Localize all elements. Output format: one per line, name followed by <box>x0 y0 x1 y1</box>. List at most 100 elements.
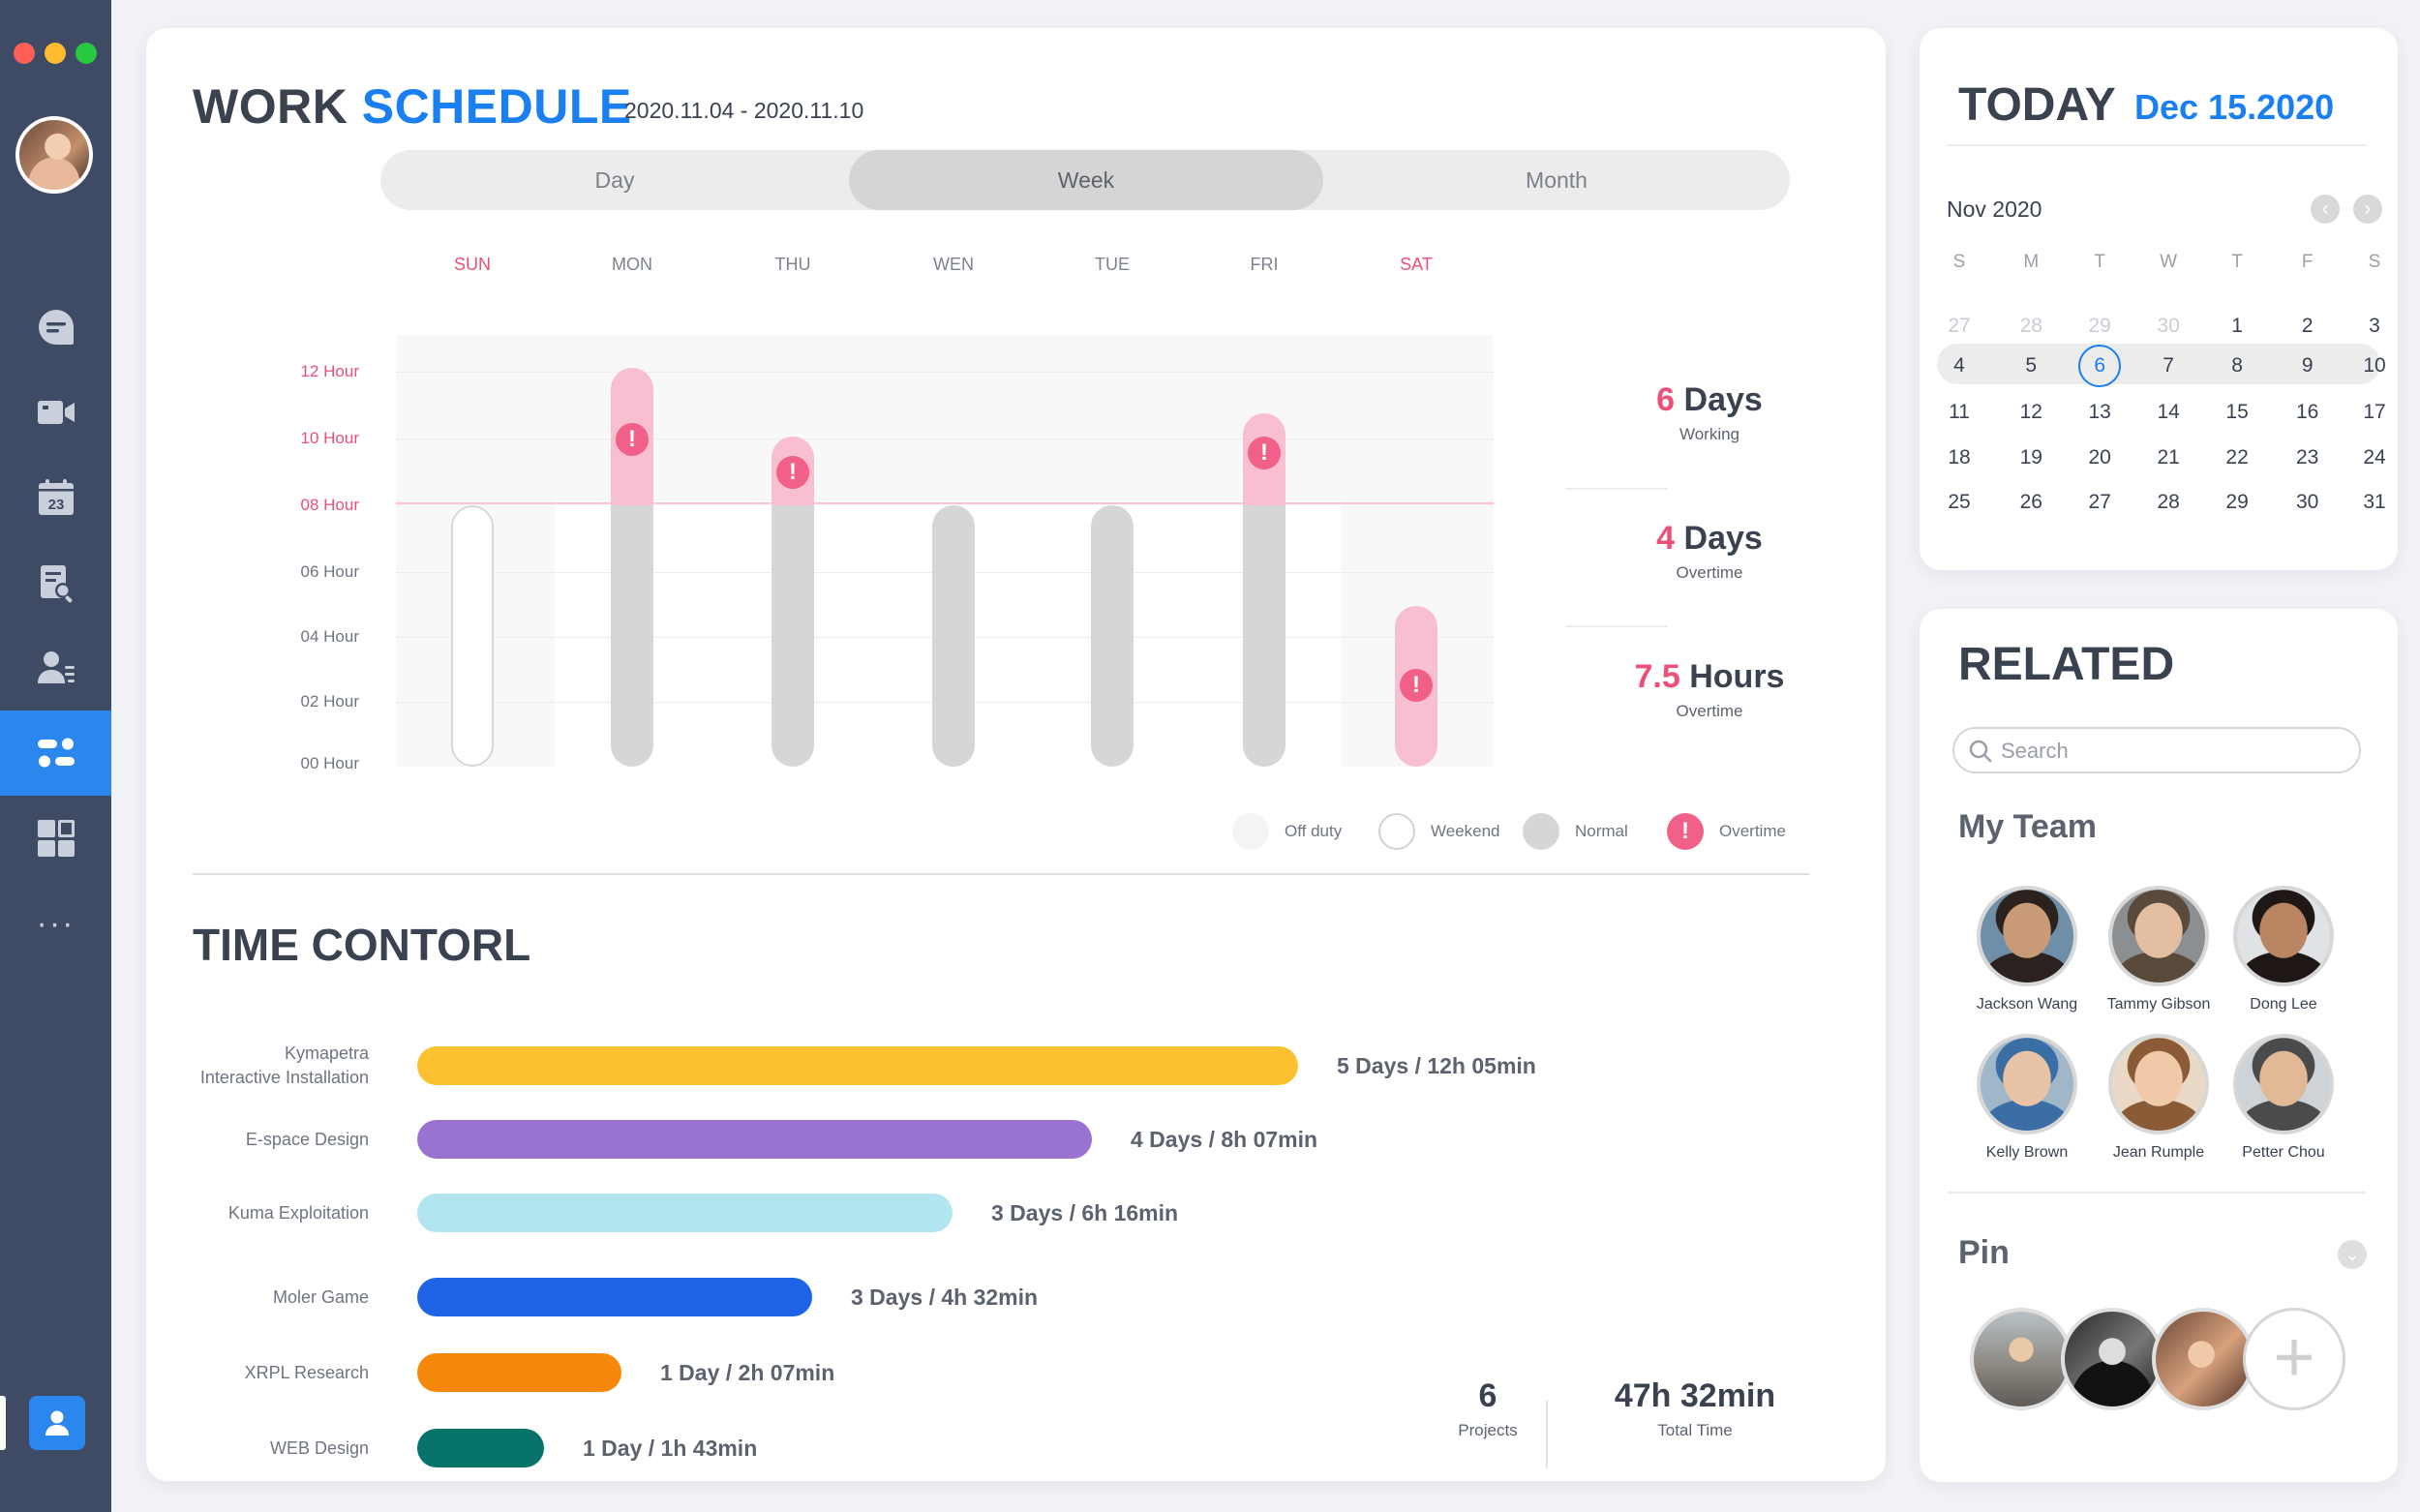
tab-week[interactable]: Week <box>849 150 1323 210</box>
legend-off-duty: Off duty <box>1232 812 1342 851</box>
nav-schedule[interactable] <box>0 711 111 796</box>
project-name: Kymapetra Interactive Installation <box>185 1042 369 1090</box>
calendar-day[interactable]: 23 <box>2296 446 2319 469</box>
today-date: Dec 15.2020 <box>2134 87 2335 127</box>
team-member[interactable]: Kelly Brown <box>1959 1034 2095 1162</box>
weekday-label: M <box>2023 252 2040 272</box>
project-hours: 12h 05min <box>1427 1053 1536 1078</box>
calendar-day[interactable]: 9 <box>2301 354 2314 377</box>
nav-more[interactable]: ··· <box>0 881 111 966</box>
calendar-day[interactable]: 25 <box>1948 491 1971 513</box>
bar-thu[interactable] <box>771 436 814 767</box>
calendar-day[interactable]: 21 <box>2157 446 2180 469</box>
pinned-avatar[interactable] <box>1970 1308 2072 1410</box>
today-title: TODAY <box>1958 79 2116 131</box>
calendar-day[interactable]: 10 <box>2363 354 2386 377</box>
overtime-warning-icon[interactable]: ! <box>1400 668 1433 702</box>
calendar-day[interactable]: 28 <box>2157 491 2180 513</box>
member-avatar <box>2108 886 2209 986</box>
calendar-day[interactable]: 28 <box>2019 315 2042 337</box>
legend-overtime: ! Overtime <box>1667 812 1786 851</box>
member-avatar <box>1977 1034 2077 1134</box>
team-member[interactable]: Petter Chou <box>2216 1034 2351 1162</box>
member-name: Petter Chou <box>2242 1144 2325 1161</box>
add-pin-button[interactable]: + <box>2243 1308 2345 1410</box>
calendar-day[interactable]: 27 <box>2088 491 2111 513</box>
bar-sun[interactable] <box>451 504 494 767</box>
project-time-bar[interactable] <box>417 1278 812 1316</box>
overtime-warning-icon[interactable]: ! <box>776 455 809 489</box>
calendar-day[interactable]: 14 <box>2157 401 2180 423</box>
calendar-day[interactable]: 30 <box>2296 491 2319 513</box>
nav-contacts[interactable] <box>0 625 111 711</box>
team-member[interactable]: Jackson Wang <box>1959 886 2095 1013</box>
nav-documents[interactable] <box>0 540 111 625</box>
team-member[interactable]: Jean Rumple <box>2091 1034 2226 1162</box>
pinned-avatar[interactable] <box>2061 1308 2163 1410</box>
project-days: 3 Days <box>991 1200 1070 1225</box>
window-close-button[interactable] <box>14 43 35 64</box>
overtime-warning-icon[interactable]: ! <box>616 423 649 457</box>
chevron-right-icon[interactable]: › <box>2353 195 2382 224</box>
calendar-day[interactable]: 22 <box>2225 446 2249 469</box>
calendar-day[interactable]: 31 <box>2363 491 2386 513</box>
calendar-day[interactable]: 15 <box>2225 401 2249 423</box>
calendar-day[interactable]: 3 <box>2369 315 2380 337</box>
calendar-day[interactable]: 5 <box>2025 354 2038 377</box>
calendar-day[interactable]: 11 <box>1949 401 1970 423</box>
calendar-day[interactable]: 24 <box>2363 446 2386 469</box>
calendar-day[interactable]: 18 <box>1948 446 1971 469</box>
calendar-day[interactable]: 2 <box>2301 315 2314 337</box>
off-duty-swatch <box>1232 813 1269 850</box>
project-time-label: 3 Days / 6h 16min <box>991 1200 1178 1226</box>
user-avatar[interactable] <box>15 116 93 194</box>
calendar-day[interactable]: 20 <box>2088 446 2111 469</box>
chevron-down-icon[interactable]: ⌄ <box>2338 1240 2367 1269</box>
pinned-avatar[interactable] <box>2152 1308 2254 1410</box>
team-member[interactable]: Tammy Gibson <box>2091 886 2226 1013</box>
calendar-day[interactable]: 4 <box>1953 354 1965 377</box>
nav-calendar[interactable]: 23 <box>0 455 111 540</box>
chevron-left-icon[interactable]: ‹ <box>2311 195 2340 224</box>
calendar-day[interactable]: 8 <box>2231 354 2243 377</box>
bar-wen[interactable] <box>932 504 975 767</box>
gridline <box>396 438 1494 439</box>
calendar-day[interactable]: 27 <box>1948 315 1971 337</box>
calendar-day[interactable]: 1 <box>2231 315 2243 337</box>
overtime-warning-icon[interactable]: ! <box>1248 436 1281 469</box>
project-time-bar[interactable] <box>417 1046 1298 1085</box>
search-input[interactable] <box>2001 738 2340 765</box>
calendar-day[interactable]: 29 <box>2088 315 2111 337</box>
project-time-bar[interactable] <box>417 1353 621 1392</box>
calendar-day[interactable]: 16 <box>2296 401 2319 423</box>
nav-dashboard[interactable] <box>0 796 111 881</box>
project-time-bar[interactable] <box>417 1429 544 1467</box>
calendar-day[interactable]: 29 <box>2225 491 2249 513</box>
tab-month[interactable]: Month <box>1526 167 1588 193</box>
calendar-day-selected[interactable]: 6 <box>2078 345 2122 387</box>
project-time-bar[interactable] <box>417 1120 1092 1159</box>
window-zoom-button[interactable] <box>76 43 97 64</box>
day-label-sun: SUN <box>453 255 491 274</box>
calendar-day[interactable]: 13 <box>2088 401 2111 423</box>
team-member[interactable]: Dong Lee <box>2216 886 2351 1013</box>
calendar-day[interactable]: 7 <box>2163 354 2174 377</box>
calendar-day[interactable]: 17 <box>2363 401 2386 423</box>
project-days: 1 Day <box>583 1436 649 1461</box>
calendar-day[interactable]: 12 <box>2019 401 2042 423</box>
bar-fri[interactable] <box>1243 413 1286 767</box>
divider <box>1565 488 1668 490</box>
dashboard-grid-icon <box>37 820 75 857</box>
nav-chat[interactable] <box>0 285 111 370</box>
calendar-day[interactable]: 19 <box>2019 446 2042 469</box>
profile-button[interactable] <box>29 1396 85 1450</box>
project-name: Kuma Exploitation <box>227 1203 369 1223</box>
bar-tue[interactable] <box>1091 504 1134 767</box>
calendar-day[interactable]: 26 <box>2019 491 2042 513</box>
project-time-bar[interactable] <box>417 1194 953 1232</box>
tab-day[interactable]: Day <box>594 167 635 193</box>
day-label-sat: SAT <box>1400 255 1433 274</box>
window-minimize-button[interactable] <box>45 43 66 64</box>
nav-video[interactable] <box>0 370 111 455</box>
calendar-day[interactable]: 30 <box>2157 315 2180 337</box>
